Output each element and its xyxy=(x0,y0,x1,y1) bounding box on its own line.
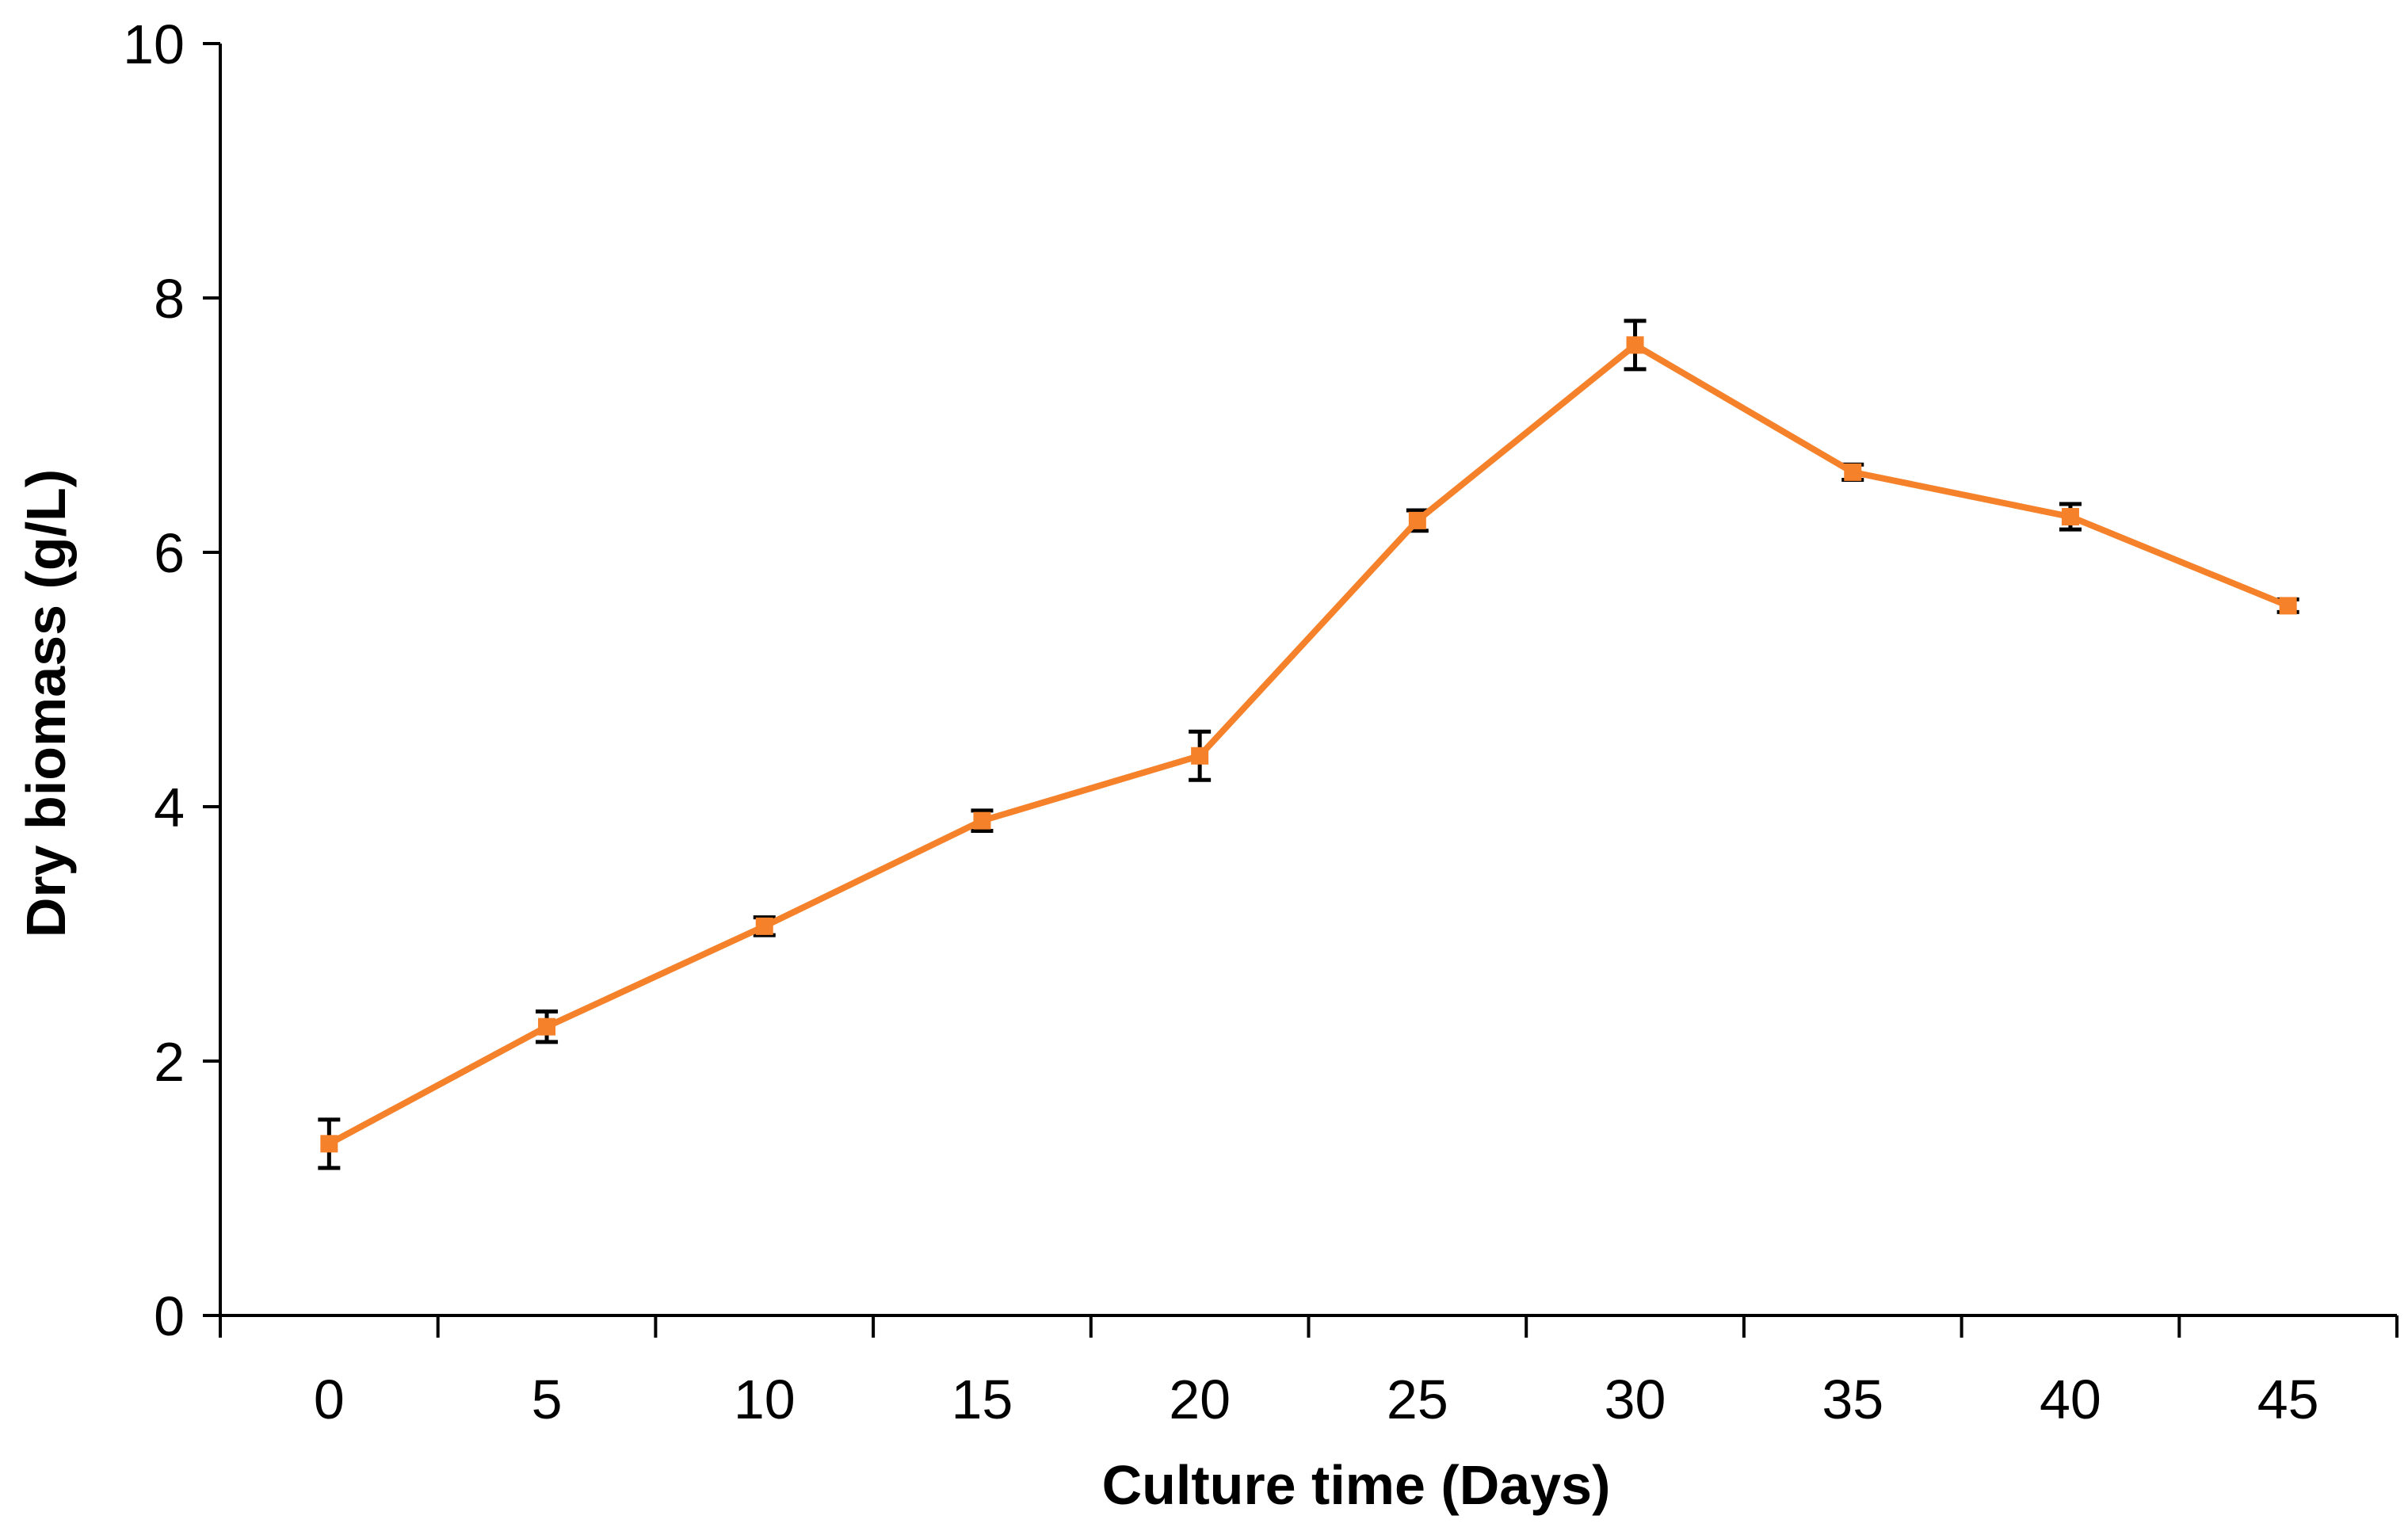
x-tick-label: 40 xyxy=(2040,1369,2101,1430)
x-tick-label: 15 xyxy=(952,1369,1013,1430)
data-point xyxy=(320,1135,338,1153)
data-points xyxy=(320,336,2297,1153)
data-point xyxy=(538,1017,556,1036)
data-point xyxy=(1408,511,1426,529)
data-point xyxy=(973,811,991,830)
x-tick-label: 35 xyxy=(1822,1369,1883,1430)
x-axis-title: Culture time (Days) xyxy=(1102,1454,1611,1516)
x-axis-ticks: 0 5 10 15 20 25 30 35 40 45 xyxy=(219,1315,2398,1430)
y-tick-label: 10 xyxy=(123,13,185,75)
data-point xyxy=(755,917,773,935)
x-tick-label: 0 xyxy=(314,1369,345,1430)
data-point xyxy=(2061,508,2079,526)
data-point xyxy=(1191,746,1209,765)
y-axis-title: Dry biomass (g/L) xyxy=(15,469,77,937)
x-tick-label: 30 xyxy=(1605,1369,1666,1430)
y-tick-label: 2 xyxy=(154,1031,185,1093)
y-tick-label: 4 xyxy=(154,777,185,838)
series-line xyxy=(327,342,2290,1147)
y-tick-label: 0 xyxy=(154,1285,185,1347)
x-tick-label: 25 xyxy=(1387,1369,1448,1430)
error-bars xyxy=(318,319,2299,1170)
x-tick-label: 10 xyxy=(734,1369,796,1430)
data-point xyxy=(2279,597,2297,615)
x-tick-label: 20 xyxy=(1169,1369,1231,1430)
y-tick-label: 8 xyxy=(154,268,185,330)
data-point xyxy=(1626,336,1644,354)
y-axis-ticks: 0 2 4 6 8 10 xyxy=(123,13,220,1347)
y-tick-label: 6 xyxy=(154,522,185,584)
x-tick-label: 5 xyxy=(532,1369,563,1430)
data-point xyxy=(1844,463,1862,481)
x-tick-label: 45 xyxy=(2257,1369,2319,1430)
